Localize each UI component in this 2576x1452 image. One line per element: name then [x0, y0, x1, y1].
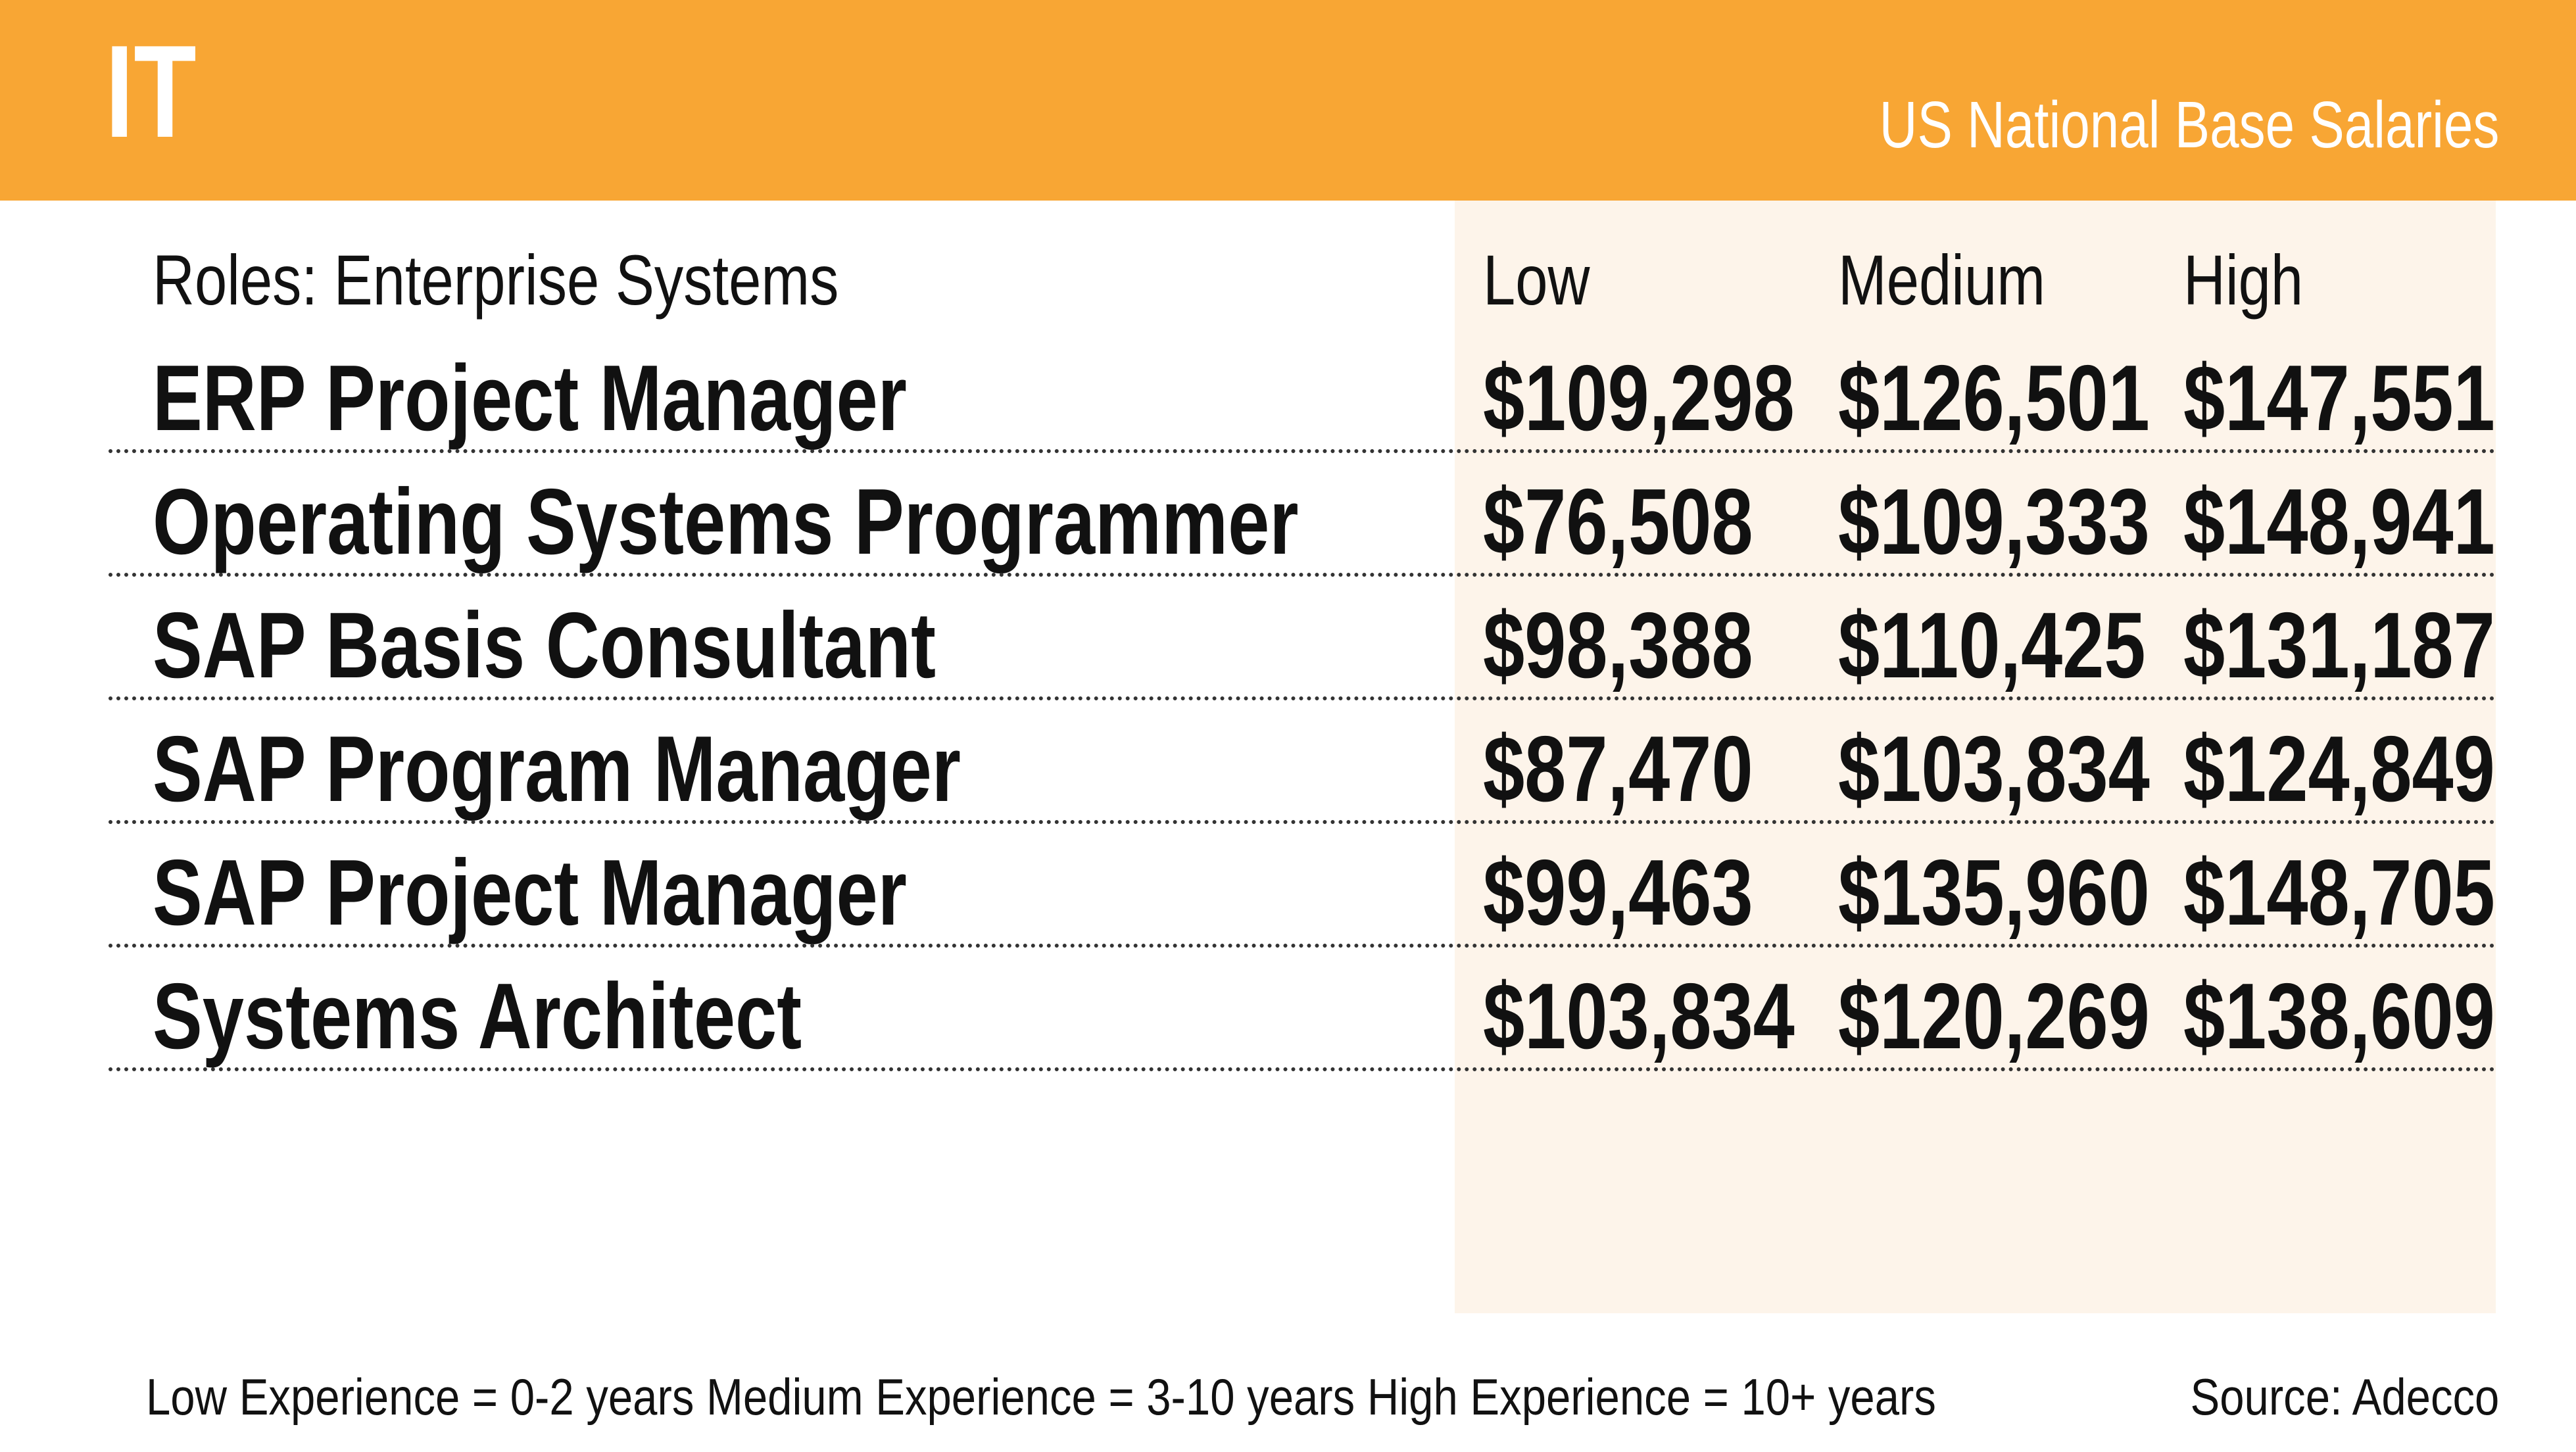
- source-credit: Source: Adecco: [2190, 1368, 2499, 1426]
- salary-value-low: $109,298: [1483, 346, 1795, 450]
- row-divider: [109, 944, 2496, 948]
- salary-value-low: $76,508: [1483, 470, 1753, 574]
- row-divider: [109, 820, 2496, 824]
- salary-value-low: $99,463: [1483, 840, 1753, 945]
- salary-values-panel: [1455, 201, 2496, 1313]
- salary-value-high: $138,609: [2183, 964, 2495, 1069]
- salary-value-medium: $135,960: [1838, 840, 2150, 945]
- experience-legend-note: Low Experience = 0-2 years Medium Experi…: [146, 1368, 1936, 1426]
- salary-value-low: $103,834: [1483, 964, 1795, 1069]
- row-divider: [109, 449, 2496, 453]
- role-name: SAP Project Manager: [153, 840, 907, 945]
- page-subtitle: US National Base Salaries: [1879, 88, 2499, 162]
- salary-value-high: $147,551: [2183, 346, 2495, 450]
- row-divider: [109, 1067, 2496, 1071]
- salary-value-medium: $110,425: [1838, 593, 2146, 698]
- salary-value-medium: $120,269: [1838, 964, 2150, 1069]
- row-divider: [109, 696, 2496, 700]
- row-divider: [109, 573, 2496, 577]
- column-header-medium: Medium: [1838, 240, 2045, 320]
- salary-value-medium: $126,501: [1838, 346, 2150, 450]
- column-header-high: High: [2183, 240, 2304, 320]
- salary-value-medium: $103,834: [1838, 717, 2150, 821]
- salary-value-high: $131,187: [2183, 593, 2495, 698]
- role-name: Operating Systems Programmer: [153, 470, 1299, 574]
- salary-value-high: $148,705: [2183, 840, 2495, 945]
- column-header-low: Low: [1483, 240, 1590, 320]
- page-title: IT: [105, 18, 197, 165]
- role-name: Systems Architect: [153, 964, 802, 1069]
- role-name: ERP Project Manager: [153, 346, 907, 450]
- salary-value-low: $87,470: [1483, 717, 1753, 821]
- salary-value-high: $124,849: [2183, 717, 2495, 821]
- role-name: SAP Basis Consultant: [153, 593, 936, 698]
- salary-value-medium: $109,333: [1838, 470, 2150, 574]
- salary-value-low: $98,388: [1483, 593, 1753, 698]
- header-band: [0, 0, 2576, 201]
- role-name: SAP Program Manager: [153, 717, 961, 821]
- salary-value-high: $148,941: [2183, 470, 2495, 574]
- row-header-label: Roles: Enterprise Systems: [153, 240, 839, 320]
